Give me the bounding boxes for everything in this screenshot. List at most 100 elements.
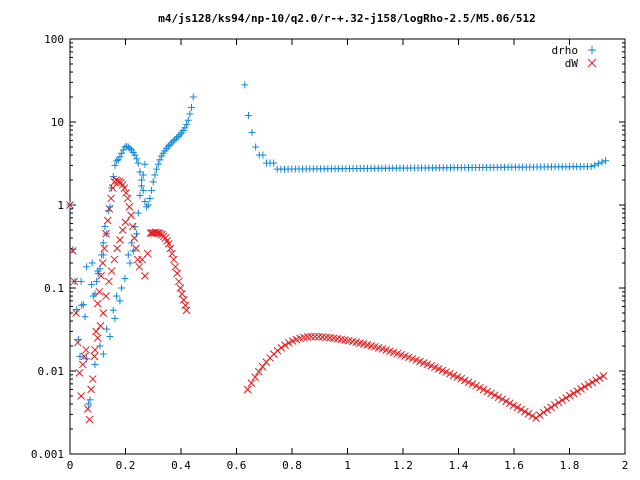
data-point-dW: [102, 292, 110, 300]
data-point-dW-stroke: [243, 385, 252, 394]
data-point-dW: [558, 396, 567, 405]
data-point-dW: [96, 321, 105, 330]
data-point-drho: [591, 161, 599, 169]
data-point-dW-stroke: [107, 267, 116, 275]
data-point-dW: [95, 287, 104, 296]
data-point-drho: [76, 352, 84, 360]
y-tick-label: 100: [44, 33, 64, 46]
data-point-dW: [77, 392, 85, 400]
data-point-dW: [483, 387, 492, 396]
data-point-drho: [188, 103, 196, 111]
data-point-dW-stroke: [509, 401, 518, 410]
data-point-dW-stroke: [498, 395, 507, 404]
data-point-dW: [100, 244, 109, 253]
data-point-drho: [77, 277, 85, 285]
data-point-dW-stroke: [464, 378, 473, 387]
data-point-drho: [78, 301, 86, 309]
data-point-dW-stroke: [344, 336, 353, 345]
data-point-drho: [174, 132, 182, 140]
data-point-drho: [189, 93, 197, 101]
data-point-dW-stroke: [446, 369, 454, 378]
x-tick-label: 2: [622, 459, 629, 472]
data-point-dW: [258, 362, 267, 371]
data-point-dW-stroke: [90, 352, 99, 361]
data-point-dW-stroke: [182, 306, 191, 315]
data-point-dW-stroke: [356, 339, 364, 347]
data-point-dW: [584, 380, 593, 389]
data-point-dW-stroke: [95, 287, 104, 296]
data-point-dW: [83, 404, 92, 413]
data-point-dW-stroke: [168, 249, 176, 258]
data-point-dW: [108, 184, 117, 192]
data-point-dW: [66, 201, 74, 209]
y-tick-label: 1: [57, 199, 64, 212]
data-point-dW: [80, 352, 89, 361]
data-point-dW-stroke: [120, 184, 129, 192]
data-point-drho: [148, 186, 156, 194]
data-point-dW: [528, 412, 537, 420]
data-point-drho: [594, 160, 602, 168]
data-point-dW-stroke: [401, 352, 409, 360]
data-point-dW-stroke: [562, 394, 570, 402]
data-point-dW: [72, 309, 80, 317]
data-point-dW-stroke: [247, 379, 256, 387]
data-point-dW-stroke: [412, 356, 421, 364]
data-point-dW: [539, 408, 548, 417]
data-point-drho: [141, 198, 149, 206]
data-point-dW-stroke: [359, 340, 368, 348]
data-point-dW-stroke: [166, 244, 175, 253]
data-point-dW-stroke: [550, 401, 559, 409]
data-point-dW: [104, 277, 113, 286]
data-point-dW-stroke: [554, 398, 563, 407]
data-point-dW: [113, 244, 122, 253]
data-point-dW-stroke: [311, 332, 319, 341]
data-point-dW: [181, 301, 190, 310]
data-point-dW: [599, 372, 608, 380]
data-point-dW-stroke: [258, 362, 267, 371]
data-point-drho: [88, 281, 96, 289]
x-tick-label: 1: [344, 459, 351, 472]
data-point-drho: [259, 151, 267, 159]
data-point-dW: [490, 391, 499, 400]
data-point-dW: [93, 334, 102, 342]
data-point-dW-stroke: [322, 333, 331, 342]
data-point-drho: [181, 124, 189, 132]
data-point-dW-stroke: [599, 372, 608, 380]
data-point-dW: [254, 367, 263, 376]
data-point-dW: [532, 414, 540, 422]
x-tick-label: 0.4: [171, 459, 191, 472]
data-point-dW-stroke: [457, 374, 465, 383]
data-point-dW-stroke: [73, 338, 82, 347]
data-point-dW-stroke: [479, 385, 488, 394]
data-point-dW-stroke: [434, 365, 443, 373]
data-point-dW: [143, 249, 152, 258]
data-point-dW-stroke: [442, 368, 451, 376]
data-point-dW-stroke: [374, 344, 383, 352]
data-point-dW-stroke: [88, 375, 97, 383]
data-point-dW-stroke: [386, 347, 394, 356]
legend-label: drho: [552, 44, 579, 57]
data-point-drho: [106, 333, 114, 341]
data-point-dW-stroke: [273, 346, 282, 355]
data-point-dW-stroke: [333, 334, 342, 343]
data-point-drho: [136, 192, 144, 200]
data-point-dW: [68, 247, 77, 255]
data-point-drho: [149, 178, 157, 186]
data-point-drho: [153, 165, 161, 173]
data-point-dW-stroke: [121, 218, 130, 227]
data-point-dW-stroke: [127, 211, 135, 220]
data-point-drho: [186, 110, 194, 118]
data-point-drho: [171, 136, 179, 144]
data-point-dW-stroke: [171, 262, 180, 271]
data-point-dW: [110, 255, 119, 264]
data-point-drho: [138, 182, 146, 190]
data-point-dW: [73, 338, 82, 347]
data-point-dW-stroke: [132, 244, 140, 253]
data-point-dW: [127, 211, 135, 220]
data-point-dW-stroke: [174, 277, 183, 286]
data-point-dW: [464, 378, 473, 387]
data-point-dW: [91, 345, 99, 354]
data-point-dW-stroke: [416, 357, 424, 366]
data-point-dW-stroke: [96, 321, 105, 330]
data-point-dW-stroke: [66, 201, 74, 209]
